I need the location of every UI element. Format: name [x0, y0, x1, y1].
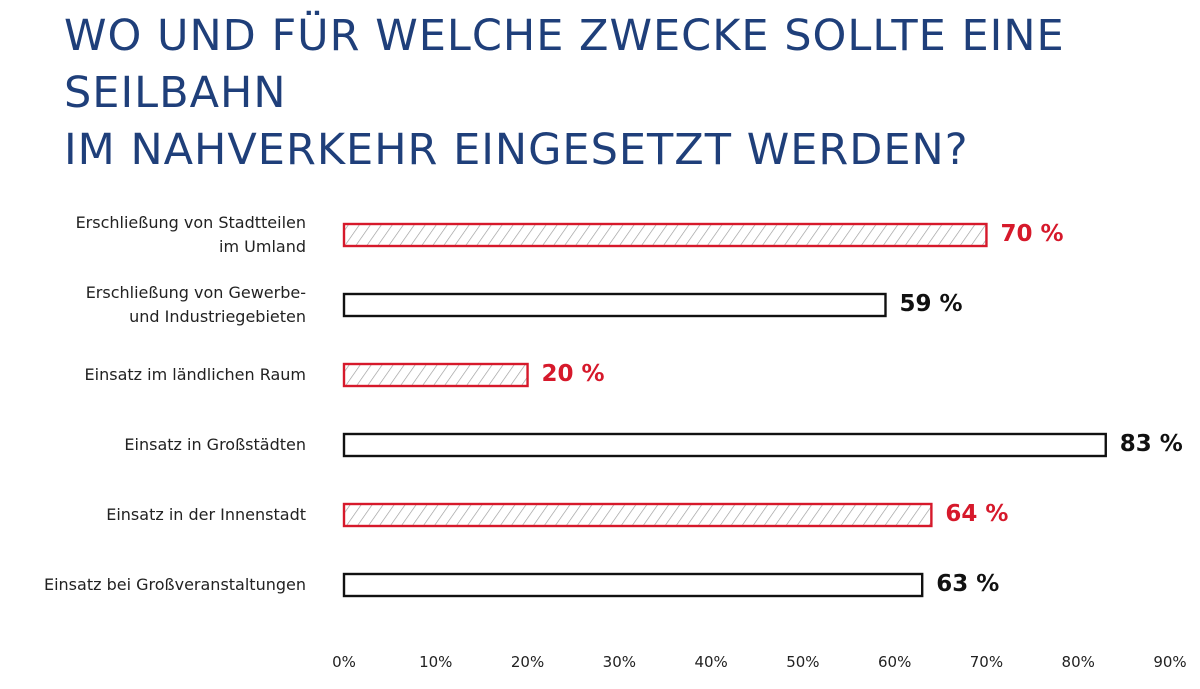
- category-label: und Industriegebieten: [129, 307, 306, 326]
- x-tick-label: 90%: [1153, 653, 1186, 671]
- bar: [342, 362, 529, 388]
- category-label: Einsatz bei Großveranstaltungen: [44, 575, 306, 594]
- x-tick-label: 50%: [786, 653, 819, 671]
- category-label: Erschließung von Stadtteilen: [76, 213, 306, 232]
- bar: [342, 502, 933, 528]
- chart-title: WO UND FÜR WELCHE ZWECKE SOLLTE EINE SEI…: [64, 8, 1164, 179]
- chart-title-line: WO UND FÜR WELCHE ZWECKE SOLLTE EINE SEI…: [64, 11, 1065, 118]
- category-label: Erschließung von Gewerbe-: [86, 283, 306, 302]
- x-tick-label: 20%: [511, 653, 544, 671]
- x-tick-label: 0%: [332, 653, 356, 671]
- value-label: 64 %: [945, 501, 1008, 527]
- value-label: 20 %: [542, 361, 605, 387]
- category-label: Einsatz in der Innenstadt: [106, 505, 306, 524]
- value-label: 59 %: [899, 291, 962, 317]
- x-tick-label: 70%: [970, 653, 1003, 671]
- value-label: 70 %: [1000, 221, 1063, 247]
- bar: [342, 222, 988, 248]
- value-label: 63 %: [936, 571, 999, 597]
- bar: [342, 292, 887, 318]
- x-tick-label: 40%: [694, 653, 727, 671]
- value-label: 83 %: [1120, 431, 1183, 457]
- bar: [342, 572, 924, 598]
- x-tick-label: 60%: [878, 653, 911, 671]
- category-label: Einsatz im ländlichen Raum: [85, 365, 306, 384]
- chart-title-line: IM NAHVERKEHR EINGESETZT WERDEN?: [64, 125, 969, 175]
- x-axis: 0% 10% 20% 30% 40% 50% 60% 70% 80% 90%: [332, 653, 1187, 671]
- x-tick-label: 10%: [419, 653, 452, 671]
- x-tick-label: 80%: [1062, 653, 1095, 671]
- category-label: im Umland: [219, 237, 306, 256]
- bar: [342, 432, 1107, 458]
- category-label: Einsatz in Großstädten: [124, 435, 306, 454]
- x-tick-label: 30%: [603, 653, 636, 671]
- bars-layer: Erschließung von Stadtteilen im Umland 70 …: [44, 213, 1183, 598]
